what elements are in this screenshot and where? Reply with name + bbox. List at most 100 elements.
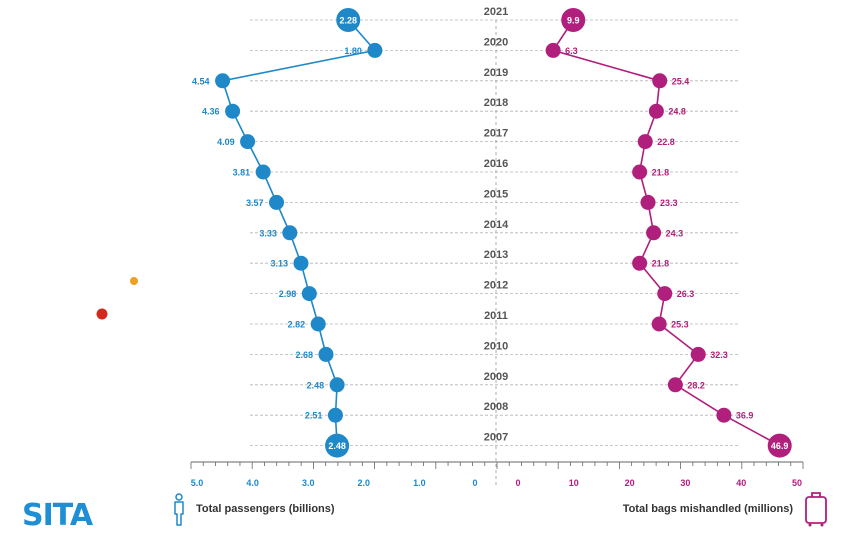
year-label-bg — [478, 400, 518, 413]
passengers-point — [329, 377, 345, 393]
left-axis-tick-label: 2.0 — [358, 478, 371, 488]
passengers-point — [269, 194, 285, 210]
passengers-point — [255, 164, 271, 180]
right-axis-tick-label: 0 — [515, 478, 520, 488]
year-label-bg — [478, 217, 518, 230]
bags-data-label: 21.8 — [652, 168, 670, 178]
right-axis-tick-label: 50 — [792, 478, 802, 488]
passengers-point — [225, 103, 241, 119]
passengers-point — [282, 225, 298, 241]
bags-data-label: 9.9 — [567, 16, 580, 26]
bags-point — [648, 103, 664, 119]
passengers-point — [327, 407, 343, 423]
year-label: 2017 — [484, 128, 508, 140]
passengers-data-label: 2.68 — [295, 350, 313, 360]
year-label: 2007 — [484, 432, 508, 444]
year-label-bg — [478, 430, 518, 443]
bags-data-label: 22.8 — [657, 137, 675, 147]
bags-data-label: 26.3 — [677, 289, 695, 299]
passengers-data-label: 2.98 — [279, 289, 297, 299]
passengers-data-label: 3.13 — [270, 259, 288, 269]
bags-point — [545, 42, 561, 58]
bags-data-label: 25.3 — [671, 320, 689, 330]
passengers-data-label: 4.09 — [217, 137, 235, 147]
passengers-data-label: 3.57 — [246, 198, 264, 208]
bags-data-label: 6.3 — [565, 46, 578, 56]
bags-point — [632, 255, 648, 271]
year-label-bg — [478, 309, 518, 321]
year-label: 2018 — [484, 97, 508, 109]
bags-data-label: 28.2 — [687, 380, 705, 390]
year-label-bg — [478, 339, 518, 352]
passengers-data-label: 4.54 — [192, 76, 210, 86]
bags-point — [716, 407, 732, 423]
year-label-bg — [478, 157, 518, 169]
legend-bags: Total bags mishandled (millions) — [622, 503, 793, 515]
right-axis-tick-label: 10 — [569, 478, 579, 488]
year-label-bg — [478, 5, 518, 17]
bags-point — [667, 377, 683, 393]
bags-data-label: 21.8 — [652, 259, 670, 269]
left-axis-tick-label: 5.0 — [191, 478, 204, 488]
bags-point — [646, 225, 662, 241]
year-label: 2014 — [484, 219, 509, 231]
bags-point — [657, 286, 673, 302]
left-axis-tick-label: 0 — [472, 478, 477, 488]
bags-point — [690, 346, 706, 362]
right-axis-tick-label: 40 — [736, 478, 746, 488]
passengers-point — [310, 316, 326, 332]
bags-data-label: 24.8 — [668, 107, 686, 117]
sita-logo: SITA — [22, 498, 93, 533]
passengers-data-label: 2.48 — [307, 380, 325, 390]
bags-point — [561, 8, 586, 32]
year-label-bg — [478, 96, 518, 109]
bags-data-label: 46.9 — [771, 441, 789, 451]
year-label-bg — [478, 65, 518, 78]
bags-point — [637, 134, 653, 150]
right-axis-tick-label: 20 — [625, 478, 635, 488]
passengers-data-label: 2.82 — [288, 320, 306, 330]
left-axis-tick-label: 3.0 — [302, 478, 315, 488]
bags-point — [767, 433, 792, 458]
passengers-point — [318, 346, 334, 362]
bags-point — [632, 164, 648, 180]
passengers-data-label: 2.48 — [328, 441, 346, 451]
decorative-dot — [130, 277, 138, 285]
bags-data-label: 23.3 — [660, 198, 678, 208]
passengers-data-label: 2.51 — [305, 411, 323, 421]
passengers-point — [325, 433, 350, 458]
year-label-bg — [478, 369, 518, 382]
year-label: 2019 — [484, 67, 508, 79]
passengers-data-label: 3.81 — [233, 168, 251, 178]
year-label: 2020 — [484, 36, 508, 48]
bags-data-label: 24.3 — [666, 228, 684, 238]
year-label: 2008 — [484, 401, 508, 413]
year-label: 2021 — [484, 6, 508, 18]
left-axis-tick-label: 4.0 — [246, 478, 259, 488]
year-label-bg — [478, 187, 518, 200]
passengers-data-label: 2.28 — [339, 16, 357, 26]
bags-point — [651, 316, 667, 332]
passengers-data-label: 3.33 — [259, 228, 277, 238]
passengers-point — [301, 286, 317, 302]
bags-point — [652, 73, 668, 89]
passengers-data-label: 4.36 — [202, 107, 220, 117]
bags-data-label: 25.4 — [672, 76, 690, 86]
passengers-data-label: 1.80 — [344, 46, 362, 56]
person-icon — [174, 493, 184, 526]
decorative-dot — [96, 308, 108, 320]
year-label-bg — [478, 278, 518, 291]
bags-data-label: 32.3 — [710, 350, 728, 360]
year-label-bg — [478, 126, 518, 139]
passengers-point — [367, 42, 383, 58]
bags-data-label: 36.9 — [736, 411, 754, 421]
year-label-bg — [478, 248, 518, 261]
passengers-point — [293, 255, 309, 271]
bags-point — [640, 194, 656, 210]
passengers-point — [215, 73, 231, 89]
year-label-bg — [478, 35, 518, 48]
passengers-point — [240, 134, 256, 150]
suitcase-icon — [805, 492, 827, 527]
left-axis-tick-label: 1.0 — [413, 478, 426, 488]
